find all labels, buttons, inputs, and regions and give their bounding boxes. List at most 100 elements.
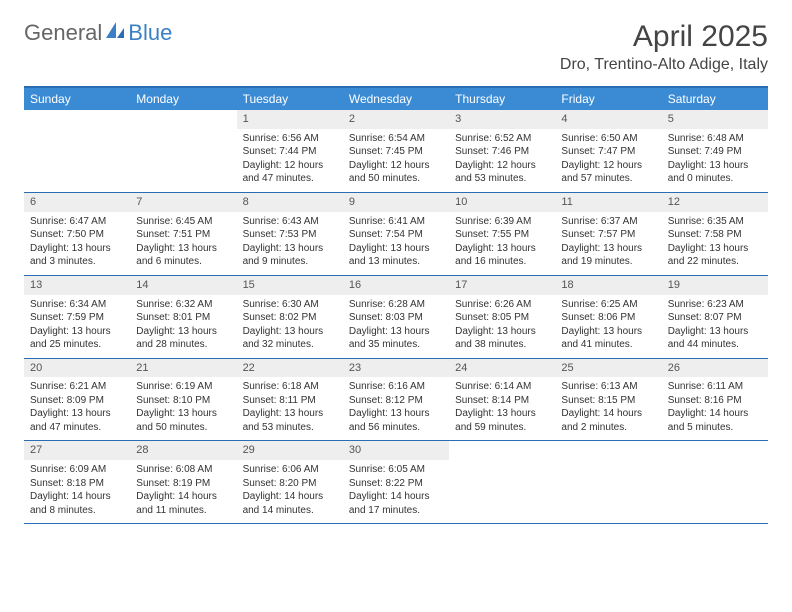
- sunrise-text: Sunrise: 6:28 AM: [349, 298, 443, 312]
- sunset-text: Sunset: 8:16 PM: [668, 394, 762, 408]
- day-number: 19: [662, 276, 768, 295]
- daylight-text: and 50 minutes.: [349, 172, 443, 186]
- day-cell: [662, 441, 768, 523]
- day-cell: 30Sunrise: 6:05 AMSunset: 8:22 PMDayligh…: [343, 441, 449, 523]
- day-content: Sunrise: 6:41 AMSunset: 7:54 PMDaylight:…: [343, 212, 449, 275]
- sunrise-text: Sunrise: 6:14 AM: [455, 380, 549, 394]
- day-cell: 16Sunrise: 6:28 AMSunset: 8:03 PMDayligh…: [343, 276, 449, 358]
- weekday-header: Saturday: [662, 88, 768, 110]
- day-content: Sunrise: 6:52 AMSunset: 7:46 PMDaylight:…: [449, 129, 555, 192]
- daylight-text: Daylight: 12 hours: [561, 159, 655, 173]
- location-text: Dro, Trentino-Alto Adige, Italy: [560, 56, 768, 74]
- sunrise-text: Sunrise: 6:09 AM: [30, 463, 124, 477]
- sunrise-text: Sunrise: 6:19 AM: [136, 380, 230, 394]
- day-cell: 3Sunrise: 6:52 AMSunset: 7:46 PMDaylight…: [449, 110, 555, 192]
- day-content: Sunrise: 6:06 AMSunset: 8:20 PMDaylight:…: [237, 460, 343, 523]
- sunset-text: Sunset: 8:20 PM: [243, 477, 337, 491]
- day-cell: [449, 441, 555, 523]
- day-number: 30: [343, 441, 449, 460]
- sunrise-text: Sunrise: 6:43 AM: [243, 215, 337, 229]
- daylight-text: Daylight: 13 hours: [243, 242, 337, 256]
- sunset-text: Sunset: 8:06 PM: [561, 311, 655, 325]
- daylight-text: and 0 minutes.: [668, 172, 762, 186]
- day-content: Sunrise: 6:09 AMSunset: 8:18 PMDaylight:…: [24, 460, 130, 523]
- daylight-text: Daylight: 13 hours: [349, 407, 443, 421]
- daylight-text: Daylight: 13 hours: [561, 242, 655, 256]
- day-cell: 18Sunrise: 6:25 AMSunset: 8:06 PMDayligh…: [555, 276, 661, 358]
- week-row: 13Sunrise: 6:34 AMSunset: 7:59 PMDayligh…: [24, 276, 768, 359]
- daylight-text: and 28 minutes.: [136, 338, 230, 352]
- day-cell: [555, 441, 661, 523]
- day-content: Sunrise: 6:18 AMSunset: 8:11 PMDaylight:…: [237, 377, 343, 440]
- daylight-text: Daylight: 13 hours: [455, 325, 549, 339]
- sunset-text: Sunset: 7:59 PM: [30, 311, 124, 325]
- day-content: Sunrise: 6:56 AMSunset: 7:44 PMDaylight:…: [237, 129, 343, 192]
- day-number: 24: [449, 359, 555, 378]
- daylight-text: and 53 minutes.: [455, 172, 549, 186]
- sunrise-text: Sunrise: 6:30 AM: [243, 298, 337, 312]
- sunset-text: Sunset: 7:54 PM: [349, 228, 443, 242]
- sunrise-text: Sunrise: 6:18 AM: [243, 380, 337, 394]
- sunset-text: Sunset: 8:03 PM: [349, 311, 443, 325]
- sunset-text: Sunset: 7:53 PM: [243, 228, 337, 242]
- sunset-text: Sunset: 8:12 PM: [349, 394, 443, 408]
- sunset-text: Sunset: 8:07 PM: [668, 311, 762, 325]
- weekday-header: Monday: [130, 88, 236, 110]
- sunset-text: Sunset: 8:11 PM: [243, 394, 337, 408]
- daylight-text: Daylight: 13 hours: [668, 242, 762, 256]
- daylight-text: Daylight: 14 hours: [30, 490, 124, 504]
- sunrise-text: Sunrise: 6:08 AM: [136, 463, 230, 477]
- sunset-text: Sunset: 8:05 PM: [455, 311, 549, 325]
- sunset-text: Sunset: 8:15 PM: [561, 394, 655, 408]
- daylight-text: and 8 minutes.: [30, 504, 124, 518]
- sunset-text: Sunset: 8:14 PM: [455, 394, 549, 408]
- sunrise-text: Sunrise: 6:21 AM: [30, 380, 124, 394]
- logo-text-blue: Blue: [128, 20, 172, 46]
- sunset-text: Sunset: 7:49 PM: [668, 145, 762, 159]
- daylight-text: and 50 minutes.: [136, 421, 230, 435]
- day-number: 26: [662, 359, 768, 378]
- daylight-text: and 9 minutes.: [243, 255, 337, 269]
- daylight-text: and 57 minutes.: [561, 172, 655, 186]
- day-number: 7: [130, 193, 236, 212]
- day-cell: 19 Sunrise: 6:23 AMSunset: 8:07 PMDayligh…: [662, 276, 768, 358]
- daylight-text: Daylight: 13 hours: [668, 325, 762, 339]
- day-number: 15: [237, 276, 343, 295]
- daylight-text: Daylight: 13 hours: [30, 242, 124, 256]
- sunrise-text: Sunrise: 6:16 AM: [349, 380, 443, 394]
- weekday-header: Friday: [555, 88, 661, 110]
- sunset-text: Sunset: 7:50 PM: [30, 228, 124, 242]
- daylight-text: Daylight: 14 hours: [561, 407, 655, 421]
- day-content: Sunrise: 6:32 AMSunset: 8:01 PMDaylight:…: [130, 295, 236, 358]
- sunset-text: Sunset: 8:01 PM: [136, 311, 230, 325]
- daylight-text: and 22 minutes.: [668, 255, 762, 269]
- day-cell: 14Sunrise: 6:32 AMSunset: 8:01 PMDayligh…: [130, 276, 236, 358]
- day-cell: 17Sunrise: 6:26 AMSunset: 8:05 PMDayligh…: [449, 276, 555, 358]
- sunrise-text: Sunrise: 6:56 AM: [243, 132, 337, 146]
- day-cell: 12Sunrise: 6:35 AMSunset: 7:58 PMDayligh…: [662, 193, 768, 275]
- sunrise-text: Sunrise: 6:37 AM: [561, 215, 655, 229]
- day-cell: 21Sunrise: 6:19 AMSunset: 8:10 PMDayligh…: [130, 359, 236, 441]
- day-number: 13: [24, 276, 130, 295]
- daylight-text: and 35 minutes.: [349, 338, 443, 352]
- daylight-text: Daylight: 13 hours: [455, 242, 549, 256]
- day-number: 16: [343, 276, 449, 295]
- sunrise-text: Sunrise: 6:23 AM: [668, 298, 762, 312]
- day-content: Sunrise: 6:50 AMSunset: 7:47 PMDaylight:…: [555, 129, 661, 192]
- daylight-text: and 16 minutes.: [455, 255, 549, 269]
- daylight-text: Daylight: 13 hours: [136, 407, 230, 421]
- day-content: Sunrise: 6:16 AMSunset: 8:12 PMDaylight:…: [343, 377, 449, 440]
- day-content: Sunrise: 6:43 AMSunset: 7:53 PMDaylight:…: [237, 212, 343, 275]
- daylight-text: Daylight: 13 hours: [136, 242, 230, 256]
- day-number: 29: [237, 441, 343, 460]
- daylight-text: and 17 minutes.: [349, 504, 443, 518]
- day-number: 2: [343, 110, 449, 129]
- daylight-text: Daylight: 13 hours: [243, 407, 337, 421]
- sunrise-text: Sunrise: 6:26 AM: [455, 298, 549, 312]
- day-number: 4: [555, 110, 661, 129]
- sunset-text: Sunset: 7:51 PM: [136, 228, 230, 242]
- daylight-text: and 14 minutes.: [243, 504, 337, 518]
- daylight-text: and 19 minutes.: [561, 255, 655, 269]
- daylight-text: Daylight: 13 hours: [30, 325, 124, 339]
- daylight-text: Daylight: 14 hours: [136, 490, 230, 504]
